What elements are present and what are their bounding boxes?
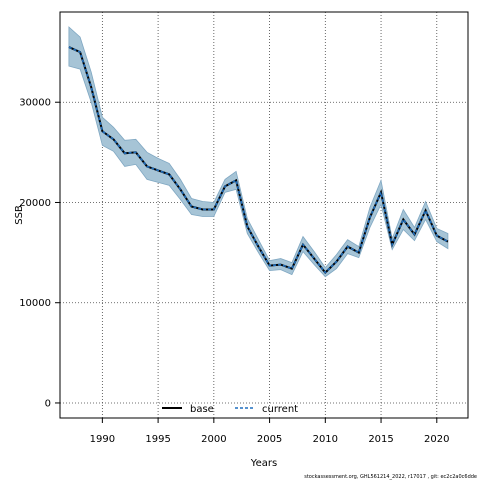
x-tick-label: 1995 (145, 434, 170, 445)
y-tick-label: 30000 (19, 98, 51, 109)
legend-base-label: base (190, 404, 214, 415)
x-tick-label: 2010 (313, 434, 338, 445)
y-tick-label: 0 (45, 398, 51, 409)
x-tick-label: 2020 (424, 434, 449, 445)
x-tick-label: 1990 (90, 434, 115, 445)
y-axis-ticks: 0 10000 20000 30000 (19, 98, 60, 409)
footer-note: stockassessment.org, GHL561214_2022, r17… (304, 474, 477, 480)
x-tick-label: 2000 (201, 434, 226, 445)
confidence-band (68, 26, 449, 278)
y-tick-label: 20000 (19, 198, 51, 209)
legend-current-label: current (262, 404, 298, 415)
y-tick-label: 10000 (19, 298, 51, 309)
x-axis-title: Years (250, 458, 277, 469)
y-axis-title: SSB (14, 205, 25, 225)
x-tick-label: 2005 (257, 434, 282, 445)
plot-frame (59, 11, 469, 419)
grid-lines (60, 12, 468, 418)
legend: base current (162, 404, 298, 415)
x-axis-ticks: 1990 1995 2000 2005 2010 2015 2020 (90, 418, 450, 445)
series-line-current (68, 46, 449, 274)
x-tick-label: 2015 (368, 434, 393, 445)
